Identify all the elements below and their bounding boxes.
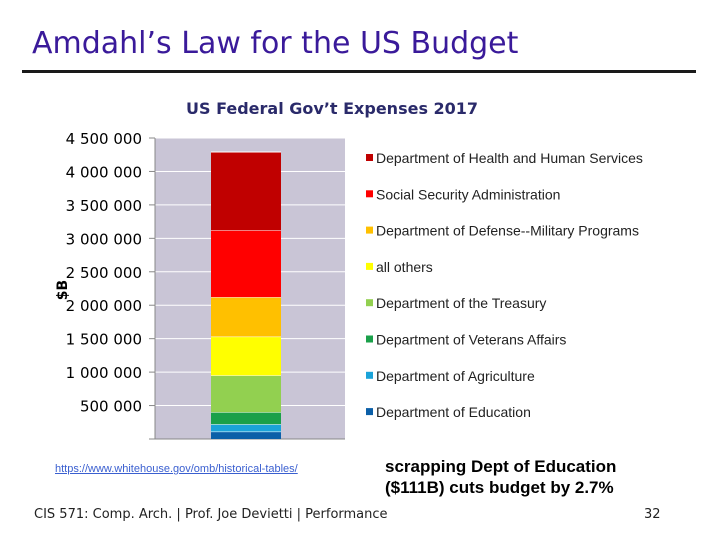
bar-segment — [211, 336, 281, 376]
legend-label: all others — [376, 259, 433, 275]
legend-swatch — [366, 226, 373, 234]
legend-swatch — [366, 262, 373, 270]
bar-segment — [211, 412, 281, 425]
title-divider — [22, 70, 696, 73]
legend-label: Department of Agriculture — [376, 368, 535, 384]
source-link[interactable]: https://www.whitehouse.gov/omb/historica… — [55, 463, 298, 475]
legend-label: Department of the Treasury — [376, 295, 546, 311]
y-tick-label: 3 000 000 — [66, 230, 142, 248]
bar-segment — [211, 297, 281, 337]
bar-segment — [211, 424, 281, 432]
y-tick-label: 4 500 000 — [66, 130, 142, 148]
bar-segment — [211, 375, 281, 413]
footer-text: CIS 571: Comp. Arch. | Prof. Joe Deviett… — [34, 507, 388, 522]
chart-title: US Federal Gov’t Expenses 2017 — [186, 99, 479, 118]
y-tick-label: 2 000 000 — [66, 297, 142, 315]
legend-swatch — [366, 154, 373, 161]
legend-swatch — [366, 371, 373, 379]
y-tick-label: 3 500 000 — [66, 197, 142, 215]
y-tick-label: 500 000 — [80, 398, 142, 416]
y-tick-label: 1 500 000 — [66, 331, 142, 349]
page-number: 32 — [644, 507, 661, 522]
legend-swatch — [366, 299, 373, 307]
legend-swatch — [366, 190, 373, 198]
bar-segment — [211, 230, 281, 298]
y-tick-label: 1 000 000 — [66, 364, 142, 382]
y-tick-label: 4 000 000 — [66, 163, 142, 181]
legend-label: Social Security Administration — [376, 186, 560, 202]
y-axis-label: $B — [55, 280, 71, 300]
legend-swatch — [366, 408, 373, 416]
y-tick-label: 2 500 000 — [66, 264, 142, 282]
legend-label: Department of Health and Human Services — [376, 150, 643, 166]
callout-text: scrapping Dept of Education ($111B) cuts… — [385, 457, 617, 497]
legend-swatch — [366, 335, 373, 343]
bar-segment — [211, 151, 281, 231]
bar-segment — [211, 431, 281, 439]
legend-label: Department of Veterans Affairs — [376, 332, 566, 348]
slide-title: Amdahl’s Law for the US Budget — [32, 26, 519, 61]
legend-label: Department of Education — [376, 404, 531, 420]
legend-label: Department of Defense--Military Programs — [376, 223, 639, 239]
